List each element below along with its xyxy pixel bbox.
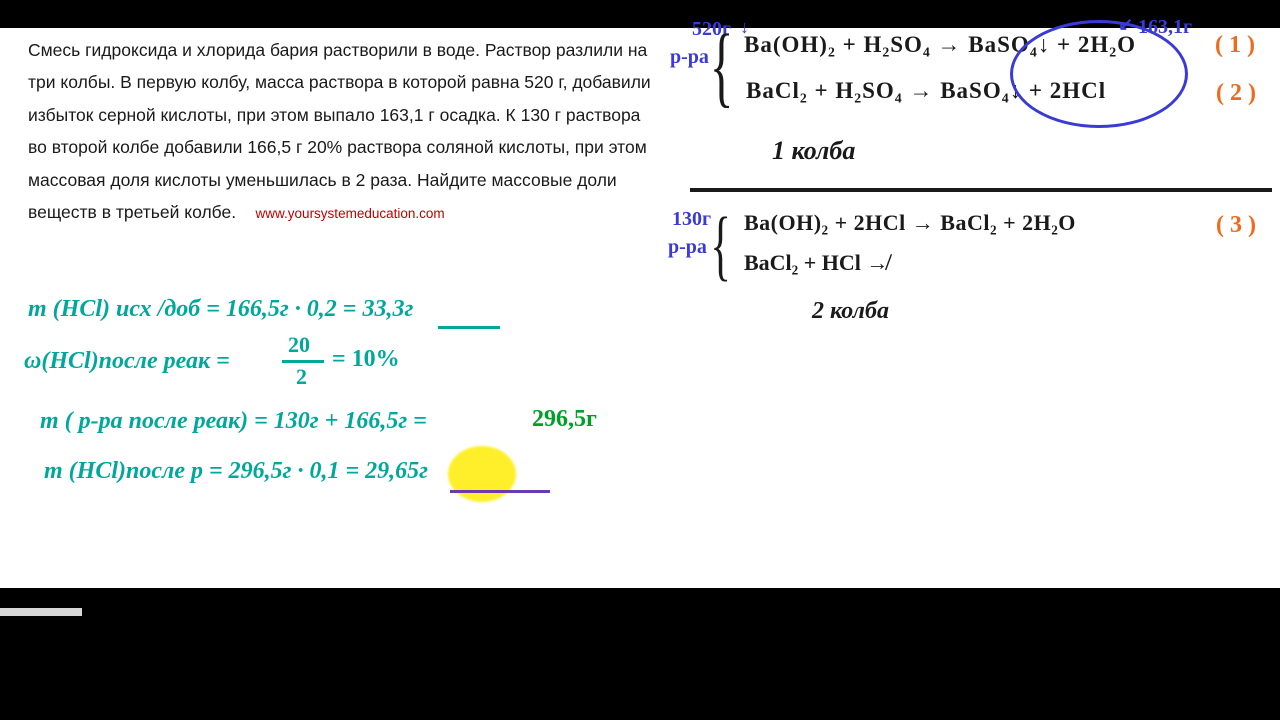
calc-frac-top: 20 bbox=[288, 332, 310, 358]
label-flask2: 2 колба bbox=[812, 298, 889, 325]
annot-ppa-1: p-pa bbox=[670, 46, 709, 69]
problem-statement: Смесь гидроксида и хлорида бария раствор… bbox=[28, 34, 653, 228]
calc-line-3-lhs: m ( р-ра после реак) = 130г + 166,5г = bbox=[40, 408, 427, 435]
divider-line bbox=[690, 188, 1272, 192]
scrollbar-tab bbox=[0, 608, 82, 616]
brace-1: { bbox=[710, 22, 734, 112]
cursor-highlight bbox=[448, 446, 516, 502]
annot-130g: 130г bbox=[672, 208, 711, 231]
calc-frac-bot: 2 bbox=[296, 364, 307, 390]
eq-num-2: ( 2 ) bbox=[1216, 80, 1256, 107]
equation-3: Ba(OH)₂ + 2HCl → BaCl₂ + 2H₂O bbox=[744, 210, 1076, 236]
eq-num-3: ( 3 ) bbox=[1216, 212, 1256, 239]
watermark-url: www.yoursystemeducation.com bbox=[256, 206, 445, 221]
emphasis-circle bbox=[1010, 20, 1188, 128]
whiteboard-canvas: Смесь гидроксида и хлорида бария раствор… bbox=[0, 28, 1280, 588]
calc-line-4: m (HCl)после р = 296,5г · 0,1 = 29,65г bbox=[44, 458, 428, 485]
label-flask1: 1 колба bbox=[772, 136, 855, 166]
frac-bar bbox=[282, 360, 324, 363]
brace-2: { bbox=[710, 206, 731, 284]
underline-result bbox=[450, 490, 550, 493]
calc-line-2-rhs: = 10% bbox=[332, 346, 400, 373]
underline-1 bbox=[438, 326, 500, 329]
annot-ppa-2: p-pa bbox=[668, 236, 707, 259]
calc-line-1: m (HCl) исх /доб = 166,5г · 0,2 = 33,3г bbox=[28, 296, 413, 323]
equation-4: BaCl₂ + HCl ↛ bbox=[744, 250, 888, 276]
calc-line-2-lhs: ω(HCl)после реак = bbox=[24, 348, 230, 375]
calc-line-3-rhs: 296,5г bbox=[532, 406, 597, 433]
problem-body: Смесь гидроксида и хлорида бария раствор… bbox=[28, 40, 651, 222]
eq-num-1: ( 1 ) bbox=[1215, 32, 1255, 59]
